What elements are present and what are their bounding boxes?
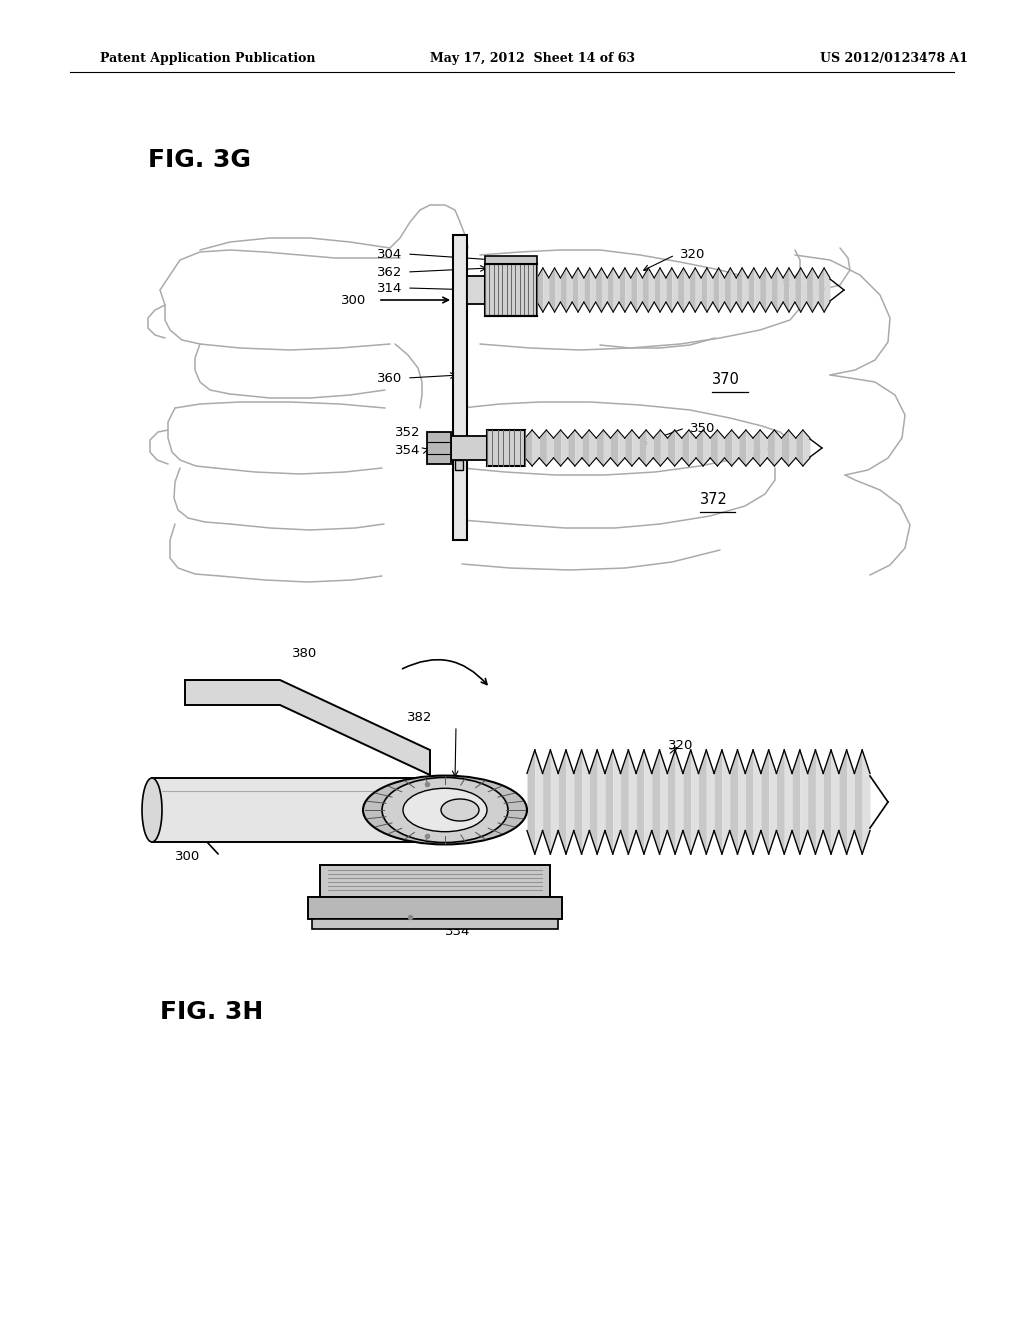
Text: 336: 336 [472,873,498,886]
Bar [453,235,467,540]
Text: 330: 330 [472,888,498,902]
Text: May 17, 2012  Sheet 14 of 63: May 17, 2012 Sheet 14 of 63 [430,51,635,65]
Bar [485,256,537,264]
Bar [312,919,558,929]
Polygon shape [185,680,430,775]
Text: 320: 320 [668,739,693,752]
Text: 372: 372 [700,492,728,507]
Text: US 2012/0123478 A1: US 2012/0123478 A1 [820,51,968,65]
Text: 352: 352 [394,425,420,438]
Text: 382: 382 [407,711,432,723]
Text: 314: 314 [377,281,402,294]
Text: 304: 304 [377,248,402,260]
Ellipse shape [441,799,479,821]
Ellipse shape [362,776,527,845]
Ellipse shape [382,777,508,842]
Ellipse shape [142,777,162,842]
Bar [485,264,537,315]
Text: 370: 370 [712,372,740,388]
Text: 360: 360 [377,371,402,384]
Text: 334: 334 [445,925,470,939]
Text: 300: 300 [341,293,366,306]
Bar [308,898,562,919]
Text: 380: 380 [292,647,317,660]
Text: FIG. 3G: FIG. 3G [148,148,251,172]
Text: 300: 300 [175,850,200,862]
Text: 362: 362 [377,265,402,279]
Bar [319,865,550,898]
Text: Patent Application Publication: Patent Application Publication [100,51,315,65]
Bar [451,436,487,459]
Bar [427,432,451,465]
Text: 350: 350 [690,421,716,434]
Text: 320: 320 [680,248,706,261]
Bar [152,777,450,842]
Bar [487,430,525,466]
Bar [455,459,464,470]
Ellipse shape [403,788,487,832]
Bar [467,276,485,304]
Text: 354: 354 [394,444,420,457]
Text: FIG. 3H: FIG. 3H [160,1001,263,1024]
